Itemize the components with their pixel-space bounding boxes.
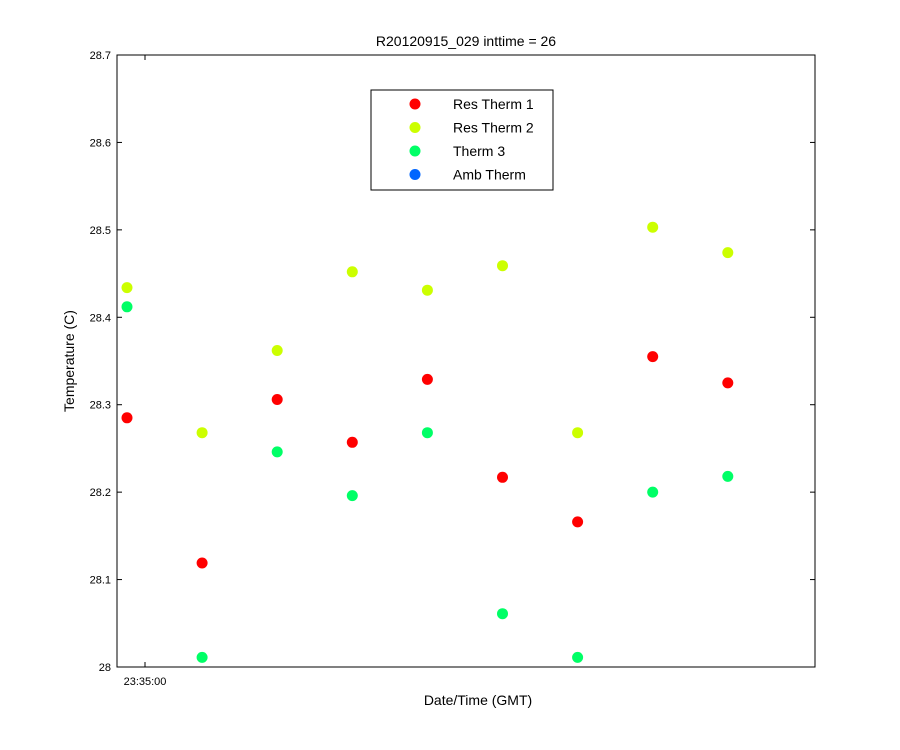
data-point-therm-3 <box>572 651 584 663</box>
x-axis-label: Date/Time (GMT) <box>424 692 532 708</box>
data-point-res-therm-1 <box>121 412 133 424</box>
y-axis-label: Temperature (C) <box>61 310 77 412</box>
y-tick-label: 28 <box>99 662 111 674</box>
legend-marker-res-therm-1 <box>409 98 421 110</box>
data-point-res-therm-2 <box>572 427 584 439</box>
y-tick-label: 28.3 <box>90 400 111 412</box>
data-point-res-therm-1 <box>346 436 358 448</box>
legend-marker-therm-3 <box>409 145 421 157</box>
chart-title: R20120915_029 inttime = 26 <box>376 33 556 49</box>
data-point-res-therm-2 <box>421 284 433 296</box>
legend-label-res-therm-1: Res Therm 1 <box>453 96 534 112</box>
legend: Res Therm 1 Res Therm 2 Therm 3 Amb Therm <box>370 89 554 191</box>
y-axis-ticks: 28 28.1 28.2 28.3 28.4 28.5 28.6 28.7 <box>90 50 815 674</box>
data-point-res-therm-1 <box>647 351 659 363</box>
data-point-res-therm-1 <box>196 557 208 569</box>
data-point-therm-3 <box>421 427 433 439</box>
data-point-therm-3 <box>497 608 508 620</box>
data-point-res-therm-2 <box>271 345 283 356</box>
legend-marker-res-therm-2 <box>409 122 421 133</box>
data-point-res-therm-1 <box>271 394 283 405</box>
data-point-therm-3 <box>196 651 208 663</box>
y-tick-label: 28.7 <box>90 50 111 62</box>
data-point-res-therm-1 <box>421 373 433 385</box>
data-point-therm-3 <box>271 446 283 458</box>
data-point-therm-3 <box>346 490 358 502</box>
data-point-res-therm-1 <box>572 516 584 528</box>
y-tick-label: 28.5 <box>90 225 111 237</box>
data-point-res-therm-2 <box>346 266 358 278</box>
data-point-res-therm-2 <box>196 427 208 439</box>
data-point-therm-3 <box>647 486 659 498</box>
y-tick-label: 28.1 <box>90 575 111 587</box>
legend-box <box>370 89 554 191</box>
x-tick-label: 23:35:00 <box>124 676 167 688</box>
legend-label-therm-3: Therm 3 <box>453 143 505 159</box>
data-point-res-therm-2 <box>497 260 508 272</box>
data-point-res-therm-2 <box>647 221 659 233</box>
data-point-therm-3 <box>722 470 734 482</box>
data-point-therm-3 <box>121 301 133 313</box>
y-tick-label: 28.2 <box>90 487 111 499</box>
y-tick-label: 28.4 <box>90 312 111 324</box>
x-axis-ticks: 23:35:00 <box>124 55 167 688</box>
legend-label-res-therm-2: Res Therm 2 <box>453 120 534 136</box>
legend-marker-amb-therm <box>409 169 421 180</box>
data-points <box>121 221 734 663</box>
data-point-res-therm-2 <box>722 247 734 259</box>
data-point-res-therm-1 <box>497 471 508 483</box>
data-point-res-therm-1 <box>722 377 734 389</box>
legend-label-amb-therm: Amb Therm <box>453 167 526 183</box>
data-point-res-therm-2 <box>121 282 133 294</box>
y-tick-label: 28.6 <box>90 137 111 149</box>
